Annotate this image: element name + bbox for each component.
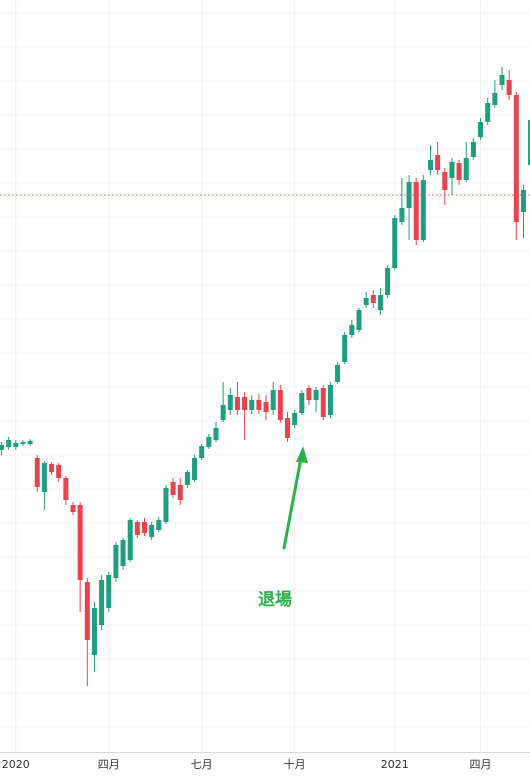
x-tick-label: 四月 [470,758,492,771]
candle-body [77,505,83,580]
candle-body [499,75,505,85]
candle-body [249,400,255,410]
candle-body [356,310,362,330]
candle-body [513,95,519,222]
candle-body [256,400,262,410]
annotation-text: 退場 [258,590,292,610]
candle-body [306,388,312,400]
candle-body [392,218,398,268]
candle-body [327,385,333,415]
candle-body [192,458,198,480]
annotation-arrow [282,456,303,550]
candle-body [149,525,155,537]
candle-body [277,390,283,420]
candle-body [399,208,405,222]
candle-body [49,464,55,472]
candle-body [485,103,491,122]
candle-body [349,325,355,335]
candle-body [27,441,33,444]
candle-body [127,520,133,560]
candle-body [70,505,76,512]
x-tick-label: 2020 [2,758,30,771]
candle-body [320,388,326,417]
candle-body [184,472,190,485]
candle-body [263,402,269,412]
x-tick-label: 四月 [98,758,120,771]
annotation-arrowhead [296,446,308,463]
candle-body [528,120,530,165]
candle-body [206,437,212,447]
candle-body [299,393,305,413]
candle-body [63,478,69,500]
candle-body [20,442,26,444]
candle-body [449,162,455,178]
candle-body [91,608,97,655]
candle-body [84,582,90,640]
candle-body [363,298,369,305]
candle-body [99,580,105,625]
candle-body [456,163,462,180]
candle-body [177,485,183,500]
candle-body [242,397,248,410]
candle-body [420,180,426,240]
candle-body [385,268,391,295]
candle-body [370,295,376,303]
candle-body [313,390,319,400]
candle-body [428,160,433,170]
candle-body [227,395,233,410]
candle-body [120,540,126,566]
candle-body [520,190,526,212]
candle-body [213,428,219,440]
candle-body [285,418,290,438]
candle-body [156,520,162,530]
candle-body [342,335,348,362]
candle-body [470,142,476,157]
candle-body [442,172,448,190]
candle-body [478,122,484,137]
candle-body [163,488,169,522]
candle-body [142,522,147,533]
candle-body [106,575,112,608]
candle-body [0,445,4,450]
x-tick-label: 2021 [381,758,409,771]
candle-body [413,182,419,240]
candle-body [292,413,298,425]
x-tick-label: 七月 [191,758,213,771]
candle-body [199,446,205,458]
candle-body [234,397,240,410]
candle-body [134,522,140,535]
candle-body [506,80,512,95]
candle-body [56,465,62,478]
candle-body [463,158,469,180]
candle-body [41,463,47,492]
candle-body [492,93,498,105]
candle-body [220,405,226,420]
candle-body [170,482,176,495]
candle-body [435,155,441,170]
candle-body [270,390,276,410]
candle-body [377,295,383,310]
candle-body [113,545,119,578]
x-tick-label: 十月 [284,757,306,771]
candle-body [335,365,341,382]
candle-body [13,443,19,447]
candle-body [34,458,40,487]
candle-body [6,440,12,447]
